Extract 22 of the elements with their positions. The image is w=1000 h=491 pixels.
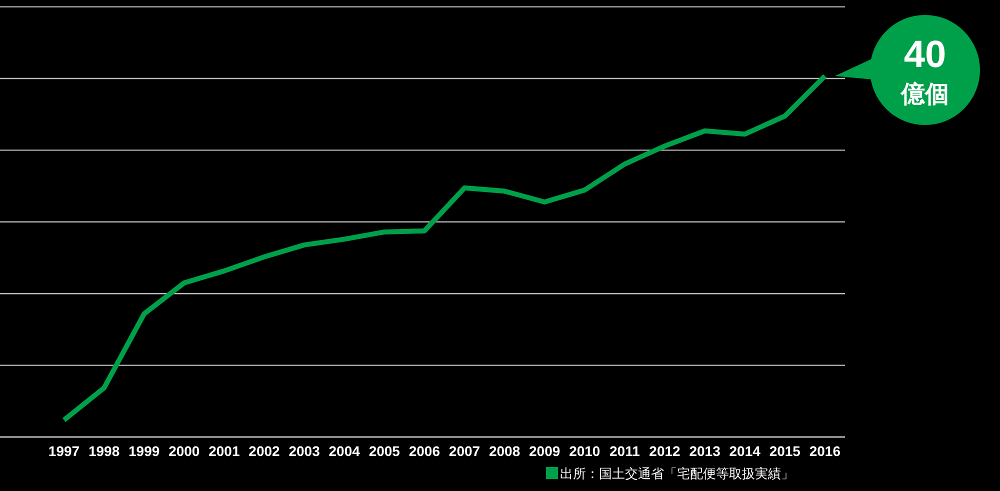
x-tick-label: 2000 <box>168 443 200 459</box>
x-tick-label: 1997 <box>48 443 80 459</box>
x-tick-label: 2012 <box>649 443 681 459</box>
x-tick-label: 2015 <box>769 443 801 459</box>
x-tick-label: 2009 <box>529 443 560 459</box>
x-tick-label: 2008 <box>488 443 520 459</box>
x-tick-label: 2003 <box>288 443 320 459</box>
x-tick-label: 2006 <box>408 443 440 459</box>
x-tick-label: 2004 <box>328 443 360 459</box>
text: 出所：国土交通省「宅配便等取扱実績」 <box>560 466 794 481</box>
x-tick-label: 1998 <box>88 443 120 459</box>
x-tick-label: 2001 <box>208 443 240 459</box>
x-tick-label: 2016 <box>809 443 841 459</box>
x-tick-label: 2007 <box>448 443 480 459</box>
x-tick-label: 2010 <box>569 443 600 459</box>
x-tick-label: 2011 <box>610 443 640 459</box>
x-tick-label: 2005 <box>368 443 400 459</box>
annotation: 40 億個 <box>900 34 949 108</box>
x-tick-label: 1999 <box>128 443 160 459</box>
x-tick-label: 2013 <box>689 443 721 459</box>
x-tick-label: 2014 <box>729 443 761 459</box>
x-tick-label: 2002 <box>248 443 280 459</box>
